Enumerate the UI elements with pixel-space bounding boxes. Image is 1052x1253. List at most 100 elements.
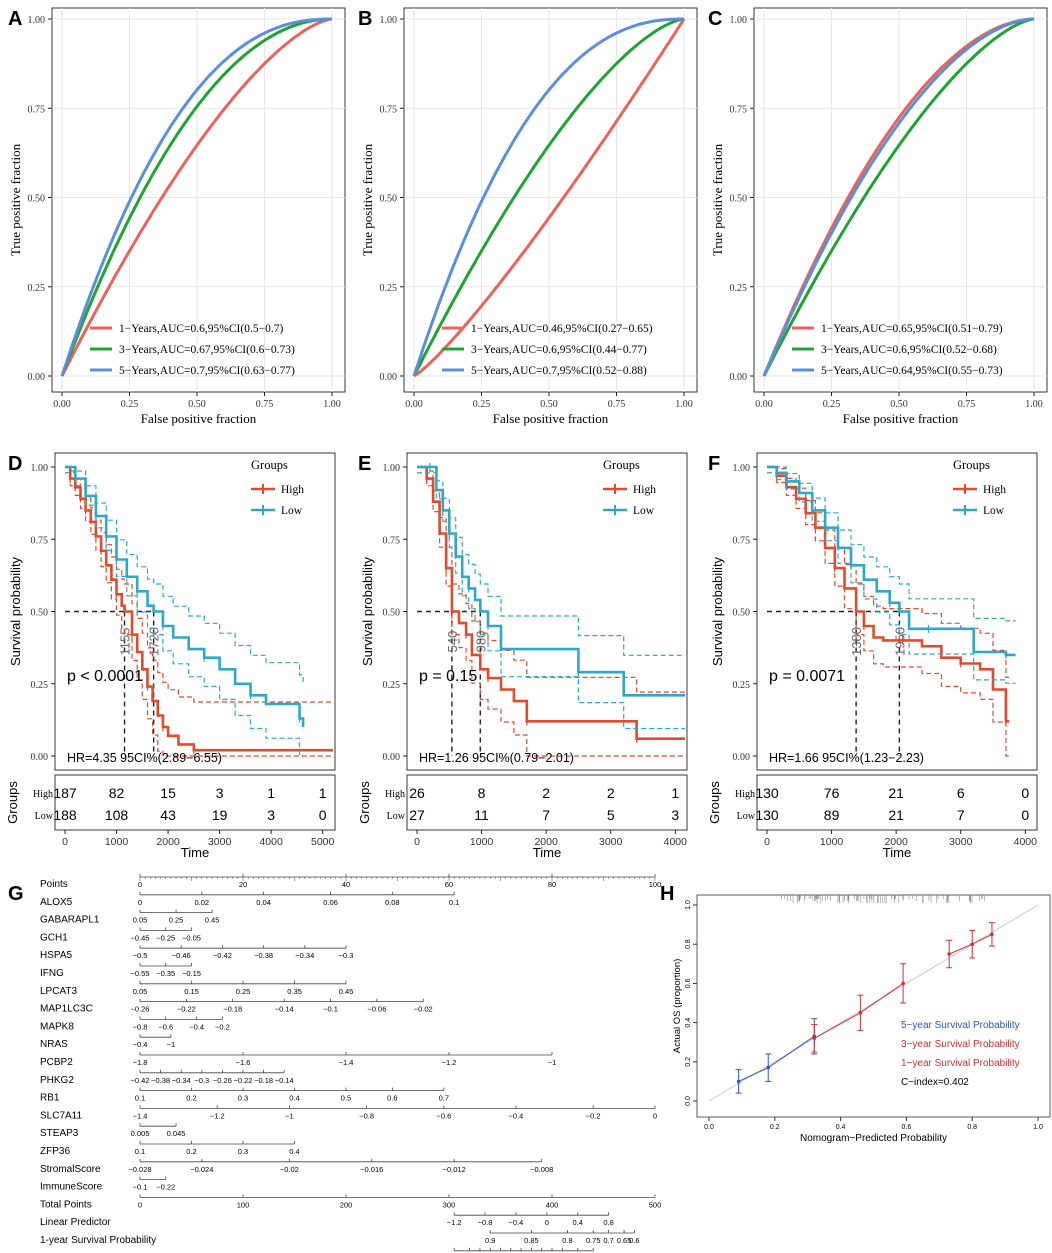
c-index: C−index=0.402 — [901, 1077, 969, 1088]
y-tick-label: 0.75 — [28, 104, 46, 115]
nomogram-tick-label: −0.22 — [177, 1005, 196, 1014]
legend-label: High — [281, 484, 304, 496]
p-value: p = 0.0071 — [769, 668, 845, 685]
x-tick-label: 0.75 — [256, 399, 274, 410]
x-tick-label: 0.0 — [704, 1124, 714, 1131]
legend-label: 1−Years,AUC=0.65,95%CI(0.51−0.79) — [821, 323, 1003, 335]
panel-label-G: G — [8, 883, 24, 905]
nomogram-row-label: ALOX5 — [40, 897, 73, 908]
nomogram-row-label: StromalScore — [40, 1164, 101, 1175]
nomogram-tick-label: −0.028 — [128, 1165, 151, 1174]
risk-table-cell: 15 — [160, 785, 176, 801]
y-tick-label: 0.8 — [685, 939, 692, 949]
nomogram-tick-label: −0.45 — [131, 933, 150, 942]
nomogram-row-label: GABARAPL1 — [40, 915, 100, 926]
nomogram-tick-label: −0.8 — [359, 1111, 374, 1120]
y-axis-title: True positive fraction — [360, 143, 375, 256]
x-tick-label: 0.25 — [473, 399, 491, 410]
nomogram-tick-label: −0.14 — [275, 1076, 294, 1085]
nomogram-tick-label: 0.45 — [205, 916, 220, 925]
nomogram-tick-label: −1.2 — [210, 1111, 225, 1120]
nomogram-row-label: STEAP3 — [40, 1128, 79, 1139]
reference-diagonal — [708, 904, 1039, 1102]
nomogram-tick-label: 0.3 — [238, 1094, 248, 1103]
panel-label-D: D — [8, 453, 22, 475]
y-tick-label: 0.75 — [733, 535, 751, 546]
nomogram-row-label: MAP1LC3C — [40, 1004, 93, 1015]
median-label: 980 — [473, 631, 488, 653]
nomogram-tick-label: −0.6 — [158, 1022, 173, 1031]
nomogram-tick-label: 0.04 — [256, 898, 271, 907]
panel-label-B: B — [358, 8, 372, 30]
ci-lower-low — [65, 472, 304, 756]
nomogram-tick-label: −0.024 — [190, 1165, 213, 1174]
roc-curve-2 — [412, 17, 685, 377]
y-tick-label: 0.00 — [380, 372, 398, 383]
nomogram-tick-label: −0.25 — [156, 933, 175, 942]
ci-upper-high — [417, 466, 685, 693]
nomogram-tick-label: −0.15 — [182, 969, 201, 978]
roc-curve-1 — [413, 18, 686, 378]
y-tick-label: 0.75 — [31, 535, 49, 546]
nomogram-tick-label: 0 — [653, 1111, 657, 1120]
ci-lower-high — [417, 472, 685, 757]
x-tick-label: 0.6 — [902, 1124, 912, 1131]
y-tick-label: 0.75 — [383, 535, 401, 546]
calibration-point — [812, 1036, 817, 1041]
y-tick-label: 0.00 — [31, 752, 49, 763]
roc-curve-2 — [60, 17, 332, 377]
nomogram-tick-label: 0.6 — [387, 1094, 397, 1103]
nomogram-tick-label: 0.02 — [194, 898, 209, 907]
y-tick-label: 0.00 — [383, 752, 401, 763]
nomogram-row-label: RB1 — [40, 1093, 60, 1104]
legend-label: 5−Years,AUC=0.7,95%CI(0.63−0.77) — [119, 365, 295, 377]
y-tick-label: 0.25 — [380, 283, 398, 294]
risk-table-cell: 187 — [53, 785, 77, 801]
y-axis-title: Survival probability — [710, 556, 725, 666]
nomogram-tick-label: −0.1 — [323, 1005, 338, 1014]
nomogram-row-label: 1-year Survival Probability — [40, 1235, 156, 1246]
nomogram-tick-label: −1 — [285, 1111, 294, 1120]
nomogram-tick-label: −0.14 — [275, 1005, 294, 1014]
roc-curve-3 — [60, 17, 332, 377]
nomogram-tick-label: 0 — [545, 1218, 549, 1227]
nomogram-tick-label: 0.4 — [573, 1218, 583, 1227]
nomogram-tick-label: 0.35 — [287, 987, 302, 996]
x-tick-label: 4000 — [259, 836, 283, 848]
roc-panel-C: 0.00 0.00 0.25 0.25 0.50 0.50 0.75 0.75 1.00 1.00… — [710, 7, 1048, 426]
risk-table-cell: 1 — [267, 785, 275, 801]
y-tick-label: 0.6 — [685, 978, 692, 988]
risk-table-cell: 7 — [957, 807, 965, 823]
survival-curve-low — [65, 465, 305, 728]
y-tick-label: 1.00 — [31, 463, 49, 474]
risk-row-label: High — [385, 789, 405, 800]
x-tick-label: 0 — [62, 836, 68, 848]
nomogram-tick-label: −0.38 — [254, 951, 273, 960]
risk-table-title: Groups — [707, 781, 722, 824]
x-tick-label: 2000 — [884, 836, 908, 848]
nomogram-tick-label: 0 — [138, 1200, 142, 1209]
panel-label-E: E — [358, 453, 371, 475]
nomogram-tick-label: −0.1 — [133, 1183, 148, 1192]
nomogram-tick-label: −1.2 — [442, 1058, 457, 1067]
y-tick-label: 0.75 — [380, 104, 398, 115]
nomogram-tick-label: 0.2 — [186, 1094, 196, 1103]
nomogram-tick-label: −0.8 — [478, 1218, 493, 1227]
risk-table-cell: 0 — [1021, 807, 1029, 823]
legend-label: Low — [983, 505, 1005, 517]
risk-row-label: Low — [35, 811, 54, 822]
nomogram-row-label: Linear Predictor — [40, 1217, 111, 1228]
nomogram-row-label: NRAS — [40, 1039, 68, 1050]
risk-row-label: Low — [737, 811, 756, 822]
nomogram-tick-label: −0.3 — [194, 1076, 209, 1085]
nomogram-tick-label: 0.05 — [133, 987, 148, 996]
risk-table-cell: 2 — [607, 785, 615, 801]
nomogram-tick-label: −0.05 — [182, 933, 201, 942]
nomogram-tick-label: −0.18 — [223, 1005, 242, 1014]
risk-table-cell: 11 — [474, 807, 489, 823]
y-tick-label: 0.50 — [380, 194, 398, 205]
x-tick-label: 0.4 — [836, 1124, 846, 1131]
nomogram-tick-label: 0.75 — [586, 1236, 601, 1245]
nomogram-tick-label: −0.34 — [295, 951, 314, 960]
x-axis-title: Time — [181, 845, 209, 860]
